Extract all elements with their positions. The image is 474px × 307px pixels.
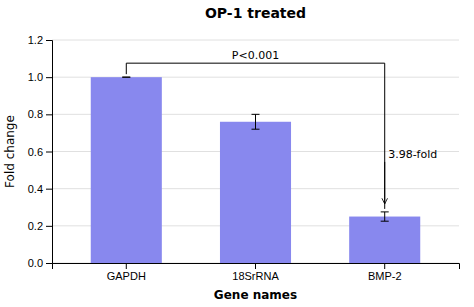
chart: 0.0 0.2 0.4 0.6 0.8 1.0 1.2 GAPDH 18SrRNA BMP-2 P<… [0,0,474,307]
y-tick-mark [46,226,52,227]
grid [52,40,459,263]
x-tick-mark [126,263,127,269]
y-tick: 0.2 [28,220,52,232]
bar [91,77,162,263]
y-tick: 0.0 [28,257,52,269]
x-tick-label: GAPDH [107,270,146,282]
x-tick-mark [384,263,385,269]
bars [91,77,420,263]
significance-bracket [126,63,384,209]
y-tick-mark [46,152,52,153]
x-tick: GAPDH [107,263,146,282]
grid-line [52,40,459,41]
y-tick-mark [46,189,52,190]
y-tick-mark [46,114,52,115]
bracket-line [126,63,384,209]
y-tick: 0.6 [28,146,52,158]
significance-text: P<0.001 [232,49,279,62]
plot: 0.0 0.2 0.4 0.6 0.8 1.0 1.2 GAPDH 18SrRNA BMP-2 P<… [28,34,460,282]
error-bar [381,212,389,221]
error-bar-stem [255,114,256,129]
error-bar-cap [252,129,260,130]
y-tick: 1.2 [28,34,52,46]
y-axis-title: Fold change [3,115,17,188]
x-tick-label: BMP-2 [368,270,402,282]
error-bar-cap [381,221,389,222]
error-bar-stem [384,212,385,221]
y-tick-label: 1.2 [28,34,43,46]
error-bar-cap [252,114,260,115]
y-tick: 0.4 [28,183,52,195]
x-axis-title: Gene names [214,288,297,302]
y-axis: 0.0 0.2 0.4 0.6 0.8 1.0 1.2 [28,34,53,269]
y-tick-label: 1.0 [28,71,43,83]
y-tick-mark [46,77,52,78]
y-tick: 0.8 [28,108,52,120]
y-tick-label: 0.6 [28,146,43,158]
y-tick-label: 0.8 [28,108,43,120]
bar [220,122,291,263]
error-bar [122,77,130,78]
y-axis-line [46,41,53,264]
error-bar-cap [122,77,130,78]
y-tick-label: 0.4 [28,183,43,195]
annotation-text: 3.98-fold [388,148,437,161]
x-axis: GAPDH 18SrRNA BMP-2 [53,263,460,282]
title: OP-1 treated [205,5,306,21]
x-tick-label: 18SrRNA [232,270,279,282]
annotation-arrow [384,162,385,204]
x-tick-mark [255,263,256,269]
bar [349,217,420,263]
y-tick-label: 0.0 [28,257,43,269]
error-bar-cap [381,211,389,212]
y-tick-label: 0.2 [28,220,43,232]
x-tick: 18SrRNA [232,263,279,282]
y-tick-mark [46,263,52,264]
y-tick: 1.0 [28,71,52,83]
error-bar [252,114,260,129]
error-bar-cap [122,77,130,78]
x-tick: BMP-2 [368,263,402,282]
y-tick-mark [46,40,52,41]
x-axis-line [53,264,460,270]
